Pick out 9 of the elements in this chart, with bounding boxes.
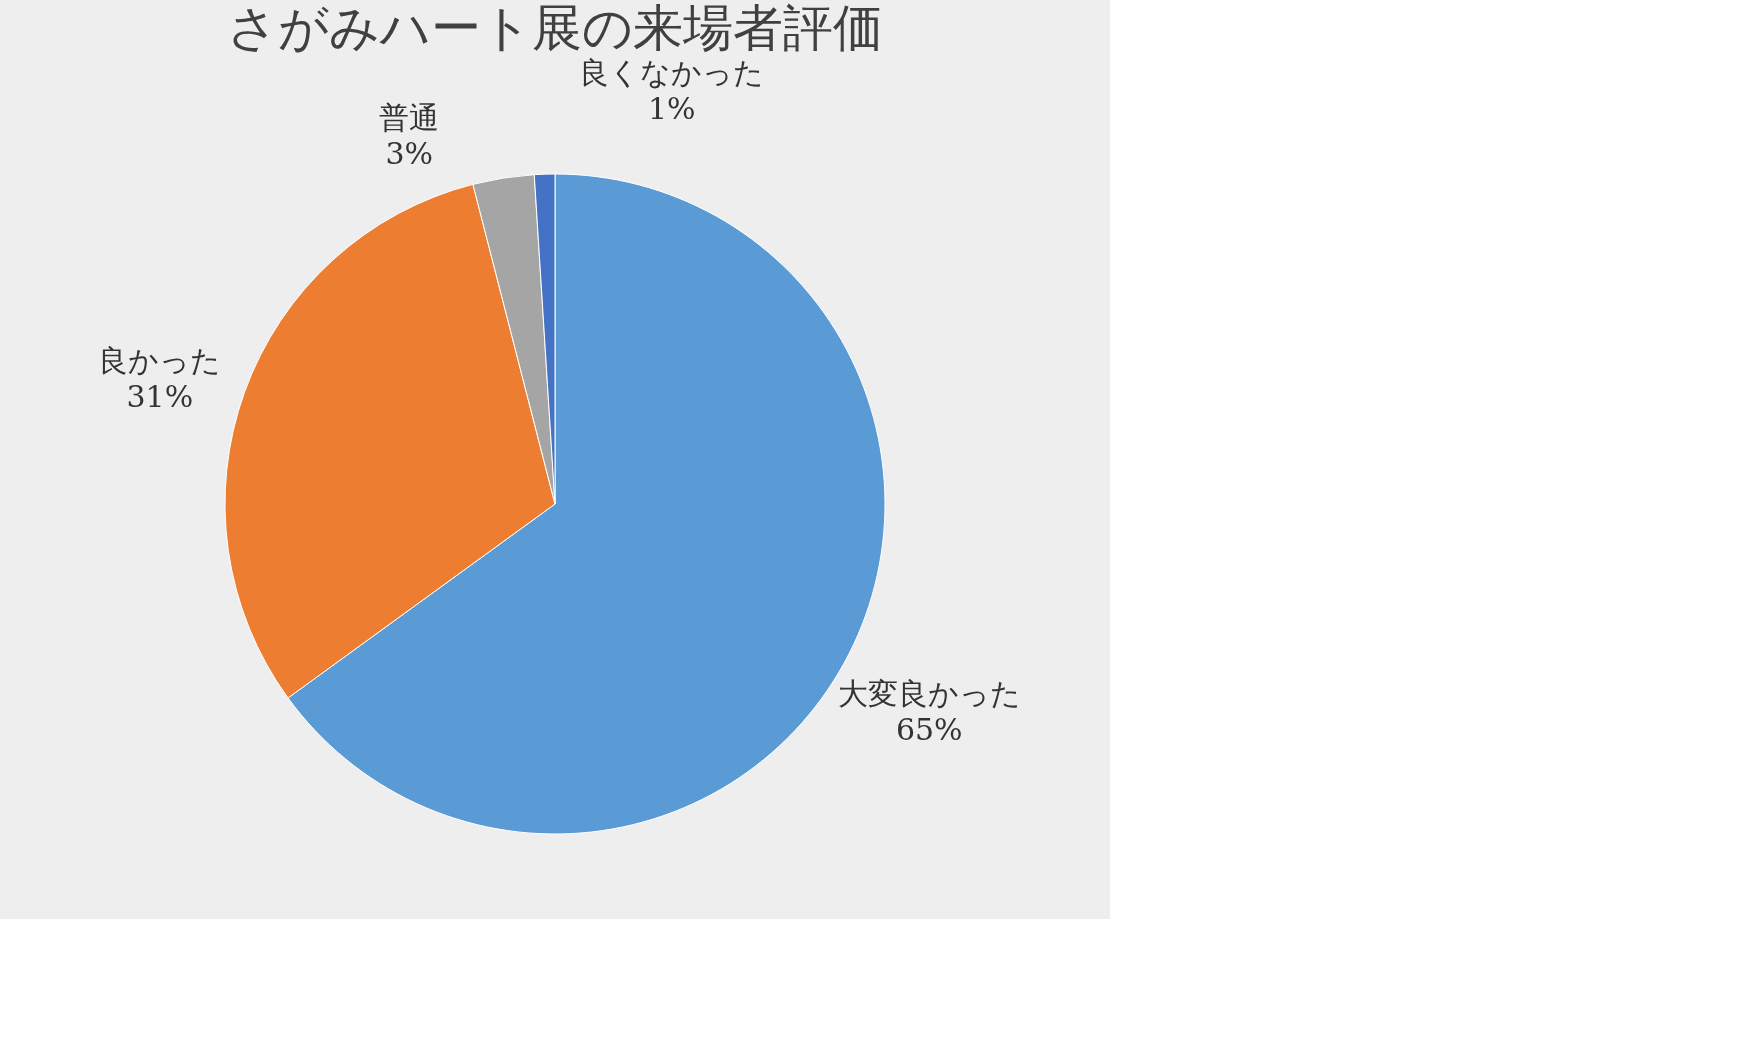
data-label: 31% [126,378,194,414]
slice-label: 良かった [98,342,222,378]
slice-label: 大変良かった [837,675,1021,711]
data-label: 1% [648,91,696,127]
slice-label: 良くなかった [579,55,765,91]
chart-title: さがみハート展の来場者評価 [227,0,883,58]
data-label: 3% [385,136,434,172]
slice-label: 普通 [379,100,440,136]
data-label: 65% [895,711,963,747]
